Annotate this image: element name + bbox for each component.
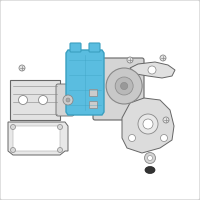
Polygon shape [66, 50, 104, 115]
FancyBboxPatch shape [70, 43, 81, 52]
Circle shape [148, 66, 156, 74]
Circle shape [160, 134, 168, 142]
Circle shape [127, 57, 133, 63]
FancyBboxPatch shape [93, 58, 144, 120]
Circle shape [148, 156, 153, 160]
Circle shape [19, 65, 25, 71]
Circle shape [106, 68, 142, 104]
FancyBboxPatch shape [13, 126, 60, 151]
FancyBboxPatch shape [89, 43, 100, 52]
Circle shape [115, 77, 133, 95]
Polygon shape [8, 122, 68, 155]
Circle shape [143, 119, 153, 129]
Circle shape [121, 82, 128, 90]
Circle shape [128, 134, 136, 142]
Polygon shape [130, 62, 175, 78]
FancyBboxPatch shape [56, 84, 74, 116]
Circle shape [38, 96, 48, 104]
Polygon shape [122, 98, 174, 153]
FancyBboxPatch shape [10, 80, 60, 120]
Circle shape [138, 114, 158, 134]
Circle shape [66, 98, 70, 102]
Circle shape [144, 152, 156, 164]
FancyBboxPatch shape [90, 90, 98, 97]
Ellipse shape [145, 166, 155, 173]
Circle shape [58, 148, 62, 152]
Circle shape [63, 95, 73, 105]
Circle shape [18, 96, 28, 104]
Circle shape [10, 124, 16, 130]
Circle shape [10, 148, 16, 152]
FancyBboxPatch shape [90, 102, 98, 108]
Circle shape [58, 124, 62, 130]
Circle shape [163, 117, 169, 123]
Circle shape [160, 55, 166, 61]
